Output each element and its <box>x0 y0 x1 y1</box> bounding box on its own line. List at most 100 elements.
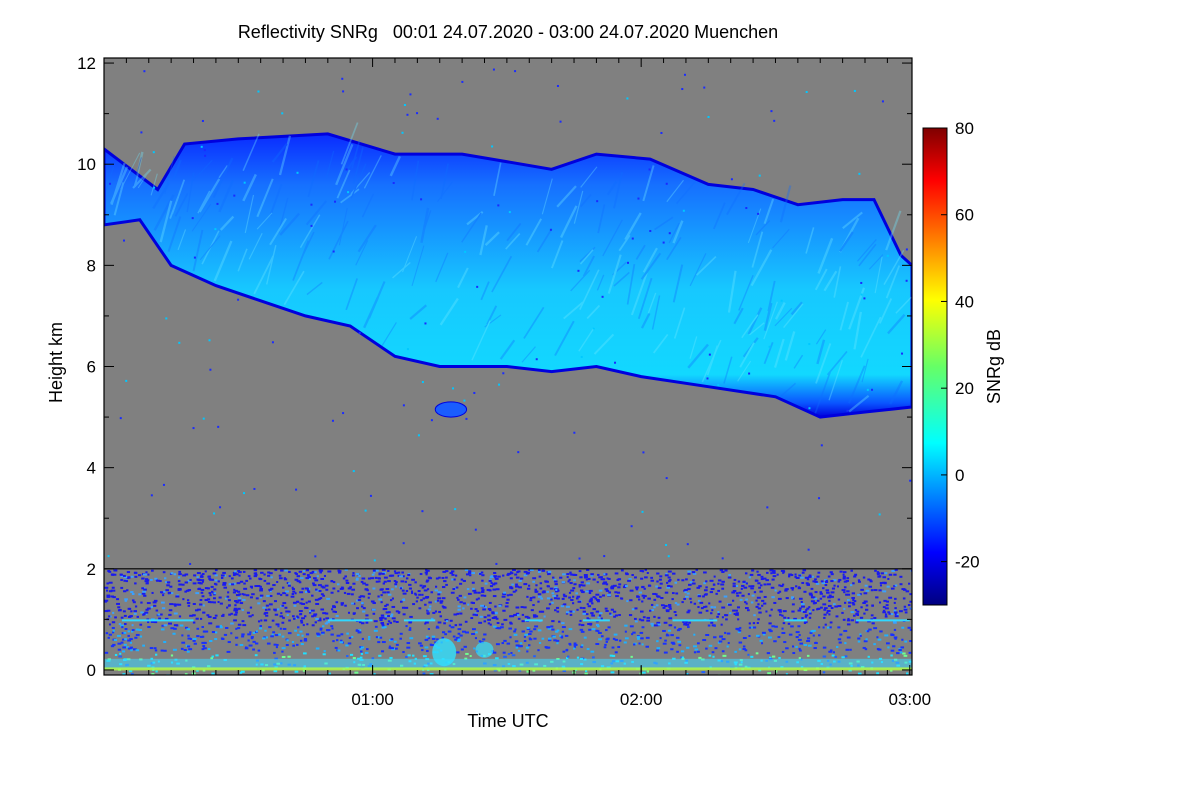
clutter-pixel <box>618 614 621 617</box>
clutter-pixel <box>909 593 912 596</box>
clutter-pixel <box>198 587 202 590</box>
clutter-pixel <box>768 628 772 631</box>
clutter-pixel <box>589 623 592 626</box>
clutter-pixel <box>113 569 118 572</box>
clutter-pixel <box>563 595 568 598</box>
clutter-pixel <box>319 628 323 631</box>
clutter-pixel <box>118 655 123 658</box>
clutter-pixel <box>887 646 890 649</box>
cloud-streak <box>350 163 367 199</box>
clutter-pixel <box>217 600 220 603</box>
clutter-pixel <box>553 639 557 642</box>
clutter-pixel <box>487 614 491 617</box>
clutter-pixel <box>763 583 767 586</box>
clutter-pixel <box>857 672 862 675</box>
cloud-streak <box>551 240 564 269</box>
clutter-pixel <box>601 594 606 597</box>
clutter-pixel <box>177 576 181 579</box>
noise-pixel <box>858 172 861 175</box>
clutter-pixel <box>560 605 565 608</box>
clutter-pixel <box>153 599 158 602</box>
clutter-pixel <box>738 641 743 644</box>
clutter-pixel <box>162 594 165 597</box>
clutter-pixel <box>701 671 706 674</box>
clutter-pixel <box>486 588 491 591</box>
clutter-pixel <box>878 601 882 604</box>
clutter-pixel <box>458 594 462 597</box>
clutter-pixel <box>891 569 895 572</box>
cloud-streak <box>687 343 709 369</box>
clutter-pixel <box>408 587 412 590</box>
clutter-pixel <box>592 578 596 581</box>
clutter-pixel <box>894 597 897 600</box>
clutter-pixel <box>843 580 848 583</box>
clutter-pixel <box>846 590 850 593</box>
clutter-pixel <box>600 576 603 579</box>
clutter-pixel <box>393 620 396 623</box>
clutter-pixel <box>676 603 680 606</box>
cloud-streak <box>150 173 158 196</box>
clutter-pixel <box>830 573 834 576</box>
clutter-pixel <box>270 576 273 579</box>
clutter-pixel <box>767 583 771 586</box>
clutter-pixel <box>487 607 492 610</box>
clutter-pixel <box>566 655 570 658</box>
clutter-pixel <box>692 645 697 648</box>
clutter-pixel <box>780 569 785 572</box>
clutter-pixel <box>806 607 810 610</box>
clutter-pixel <box>511 583 514 586</box>
clutter-pixel <box>457 638 461 641</box>
clutter-pixel <box>462 602 466 605</box>
clutter-pixel <box>757 573 761 576</box>
clutter-pixel <box>489 585 494 588</box>
clutter-pixel <box>580 624 585 627</box>
clutter-pixel <box>395 610 399 613</box>
clutter-pixel <box>527 571 530 574</box>
cloud-streak <box>816 339 826 365</box>
cloud-streak <box>833 266 842 298</box>
clutter-pixel <box>292 601 297 604</box>
cloud-streak <box>471 320 491 361</box>
cloud-streak <box>793 354 804 369</box>
clutter-pixel <box>802 569 807 572</box>
clutter-pixel <box>735 592 739 595</box>
clutter-pixel <box>597 632 602 635</box>
clutter-pixel <box>126 589 129 592</box>
clutter-pixel <box>658 578 662 581</box>
clutter-pixel <box>425 635 429 638</box>
clutter-pixel <box>649 609 652 612</box>
clutter-pixel <box>304 615 307 618</box>
clutter-pixel <box>274 613 279 616</box>
clutter-pixel <box>521 630 526 633</box>
clutter-pixel <box>405 589 409 592</box>
clutter-pixel <box>123 631 127 634</box>
clutter-pixel <box>359 647 363 650</box>
clutter-pixel <box>213 588 217 591</box>
cloud-streak <box>640 312 651 329</box>
clutter-pixel <box>704 605 708 608</box>
noise-pixel <box>421 510 424 513</box>
clutter-pixel <box>724 631 727 634</box>
clutter-pixel <box>598 638 602 641</box>
clutter-pixel <box>314 571 317 574</box>
cloud-streak <box>256 178 274 218</box>
clutter-pixel <box>855 621 859 624</box>
clutter-pixel <box>445 570 449 573</box>
noise-pixel <box>424 322 427 325</box>
clutter-pixel <box>248 615 252 618</box>
clutter-pixel <box>459 601 463 604</box>
clutter-pixel <box>407 573 411 576</box>
clutter-pixel <box>352 612 356 615</box>
clutter-pixel <box>800 576 804 579</box>
clutter-pixel <box>493 572 497 575</box>
clutter-pixel <box>192 639 196 642</box>
clutter-pixel <box>273 608 277 611</box>
clutter-pixel <box>271 633 274 636</box>
cloud-streak <box>626 263 636 305</box>
clutter-pixel <box>381 623 385 626</box>
clutter-pixel <box>319 627 323 630</box>
noise-pixel <box>592 327 595 330</box>
clutter-pixel <box>575 592 578 595</box>
clutter-pixel <box>464 657 468 660</box>
clutter-pixel <box>882 611 887 614</box>
